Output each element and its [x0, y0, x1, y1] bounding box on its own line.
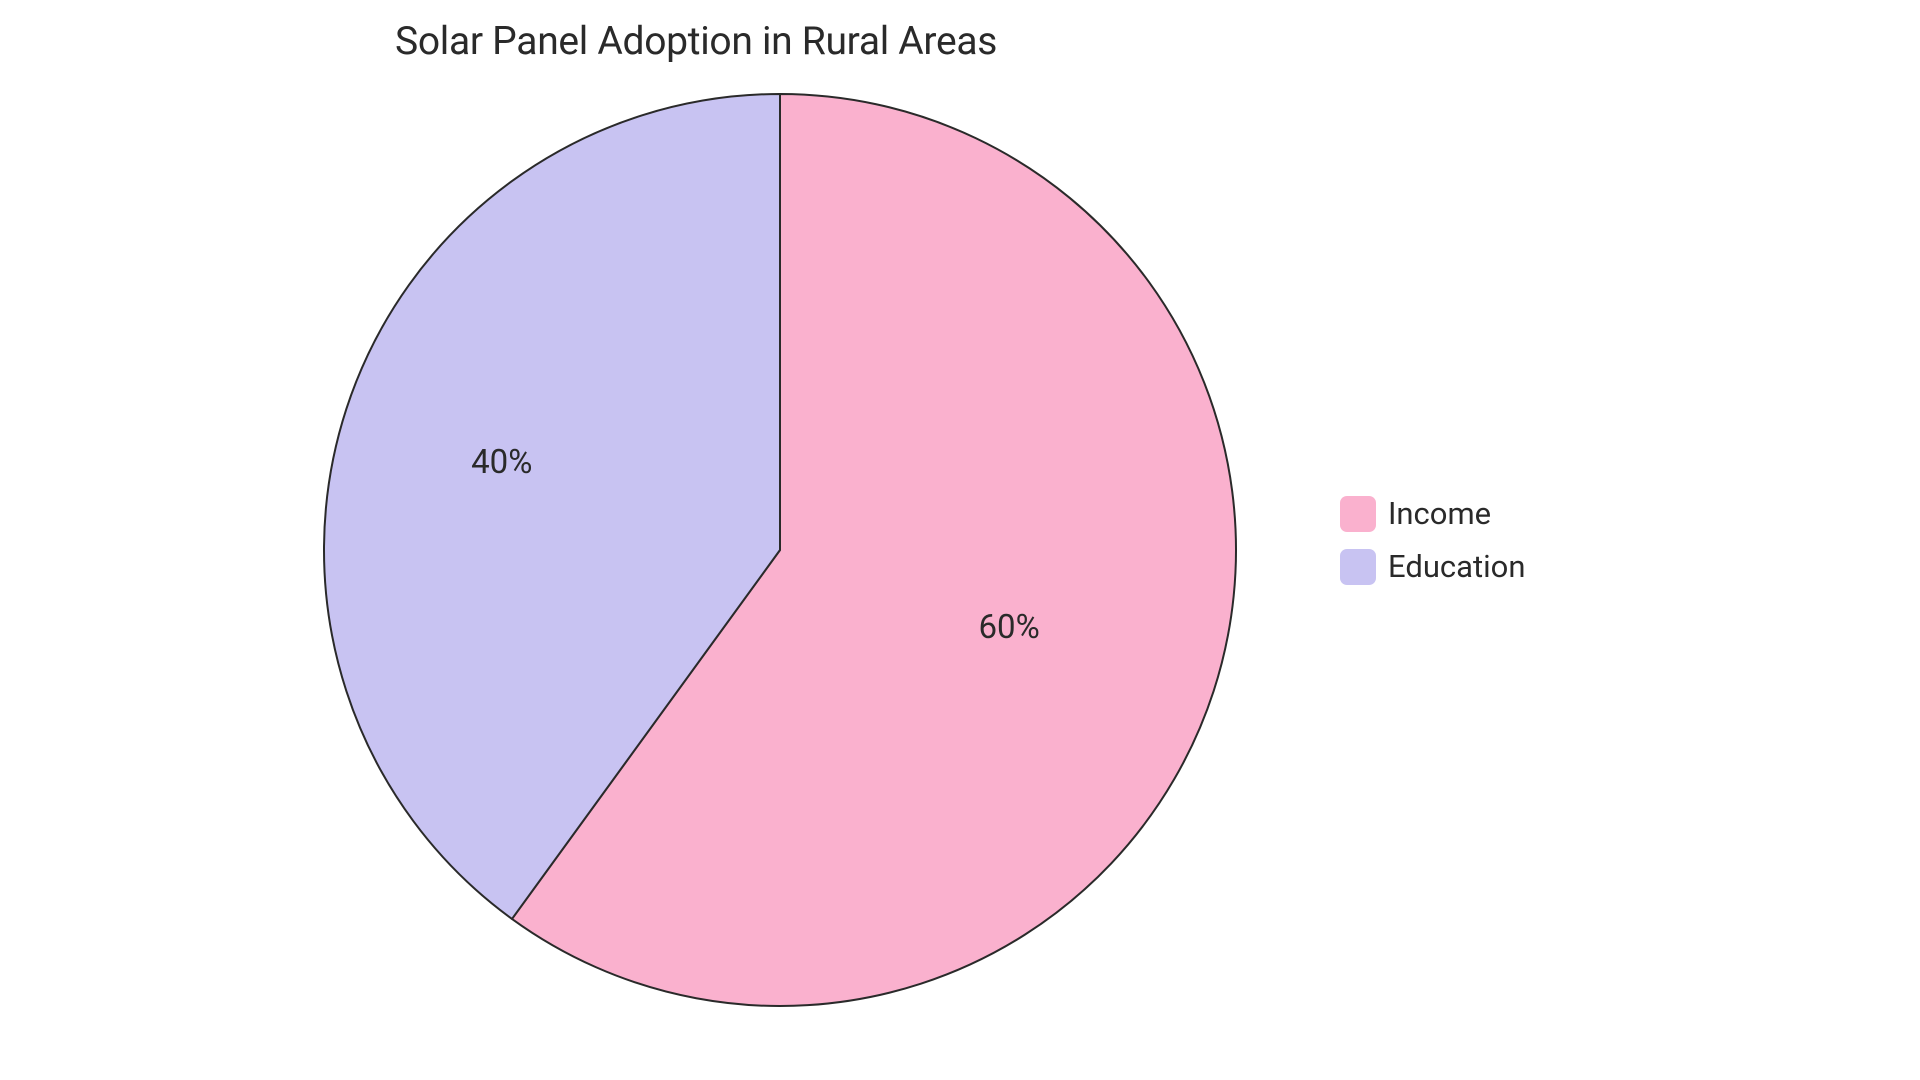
pie-svg [320, 90, 1240, 1010]
slice-label-education: 40% [471, 443, 532, 482]
legend-label-income: Income [1388, 495, 1491, 532]
legend-item-income: Income [1340, 495, 1525, 532]
legend-label-education: Education [1388, 548, 1525, 585]
legend-item-education: Education [1340, 548, 1525, 585]
legend-swatch-education [1340, 549, 1376, 585]
legend: Income Education [1340, 495, 1525, 585]
legend-swatch-income [1340, 496, 1376, 532]
chart-container: Solar Panel Adoption in Rural Areas 60% … [0, 0, 1920, 1080]
chart-title: Solar Panel Adoption in Rural Areas [395, 18, 997, 64]
slice-label-income: 60% [979, 608, 1040, 647]
pie-chart: 60% 40% [320, 90, 1240, 1010]
